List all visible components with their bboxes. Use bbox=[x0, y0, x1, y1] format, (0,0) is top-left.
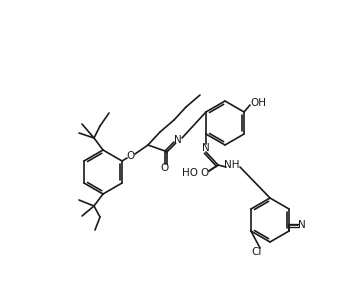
Text: O: O bbox=[161, 163, 169, 173]
Text: N: N bbox=[298, 220, 306, 230]
Text: HO: HO bbox=[182, 168, 198, 178]
Text: O: O bbox=[201, 168, 209, 178]
Text: N: N bbox=[202, 143, 210, 153]
Text: NH: NH bbox=[224, 160, 240, 170]
Text: O: O bbox=[127, 151, 135, 161]
Text: Cl: Cl bbox=[252, 247, 262, 257]
Text: N: N bbox=[174, 135, 182, 145]
Text: OH: OH bbox=[250, 98, 266, 108]
